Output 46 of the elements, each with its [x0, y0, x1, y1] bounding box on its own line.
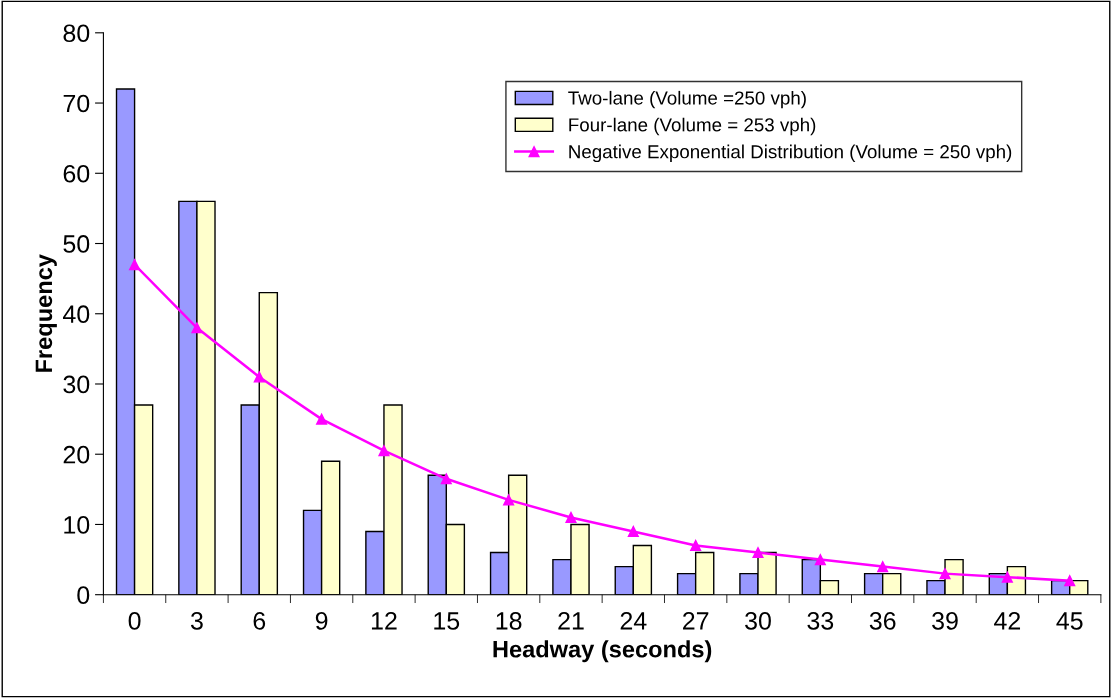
point: [690, 539, 702, 552]
point: [316, 413, 328, 425]
point: [752, 546, 764, 559]
legend-label: Four-lane (Volume = 253 vph): [569, 117, 816, 136]
x-tick-label: 45: [1056, 612, 1083, 630]
y-tick-label: 0: [77, 586, 90, 604]
x-tick-label: 27: [683, 612, 709, 630]
y-tick-label: 40: [62, 305, 90, 324]
y-axis-title: Frequency: [35, 254, 57, 372]
x-tick-label: 39: [932, 612, 958, 630]
point: [1064, 575, 1076, 587]
x-tick-label: 0: [128, 612, 141, 630]
x-tick-label: 33: [807, 612, 834, 630]
point: [627, 525, 639, 538]
y-tick-label: 10: [64, 516, 90, 534]
x-tick-label: 9: [315, 612, 328, 630]
legend-label: Two-lane (Volume =250 vph): [568, 90, 806, 109]
x-axis-title: Headway (seconds): [493, 640, 712, 663]
x-tick-label: 30: [745, 612, 771, 630]
y-tick-label: 20: [63, 445, 90, 464]
legend-label: Negative Exponential Distribution (Volume = 250 vph): [569, 144, 1012, 163]
x-tick-label: 15: [434, 612, 460, 630]
point: [1001, 571, 1013, 583]
point: [440, 473, 452, 485]
point: [877, 561, 889, 573]
x-tick-label: 42: [994, 612, 1021, 630]
x-tick-label: 3: [190, 612, 203, 630]
x-tick-label: 6: [253, 612, 266, 630]
x-tick-label: 24: [620, 612, 647, 630]
point: [503, 494, 515, 506]
y-tick-label: 50: [63, 235, 90, 253]
x-tick-label: 18: [496, 612, 522, 630]
point: [378, 445, 390, 457]
point: [129, 259, 141, 271]
point: [939, 568, 951, 580]
y-tick-label: 70: [63, 94, 90, 113]
y-tick-label: 60: [63, 164, 90, 183]
point: [253, 371, 265, 383]
y-tick-label: 80: [63, 24, 90, 43]
point: [814, 554, 826, 566]
x-tick-label: 12: [371, 612, 397, 630]
y-tick-label: 30: [63, 375, 90, 394]
x-tick-label: 36: [869, 612, 896, 630]
x-tick-label: 21: [558, 612, 584, 630]
point: [565, 511, 577, 523]
point: [191, 322, 203, 334]
